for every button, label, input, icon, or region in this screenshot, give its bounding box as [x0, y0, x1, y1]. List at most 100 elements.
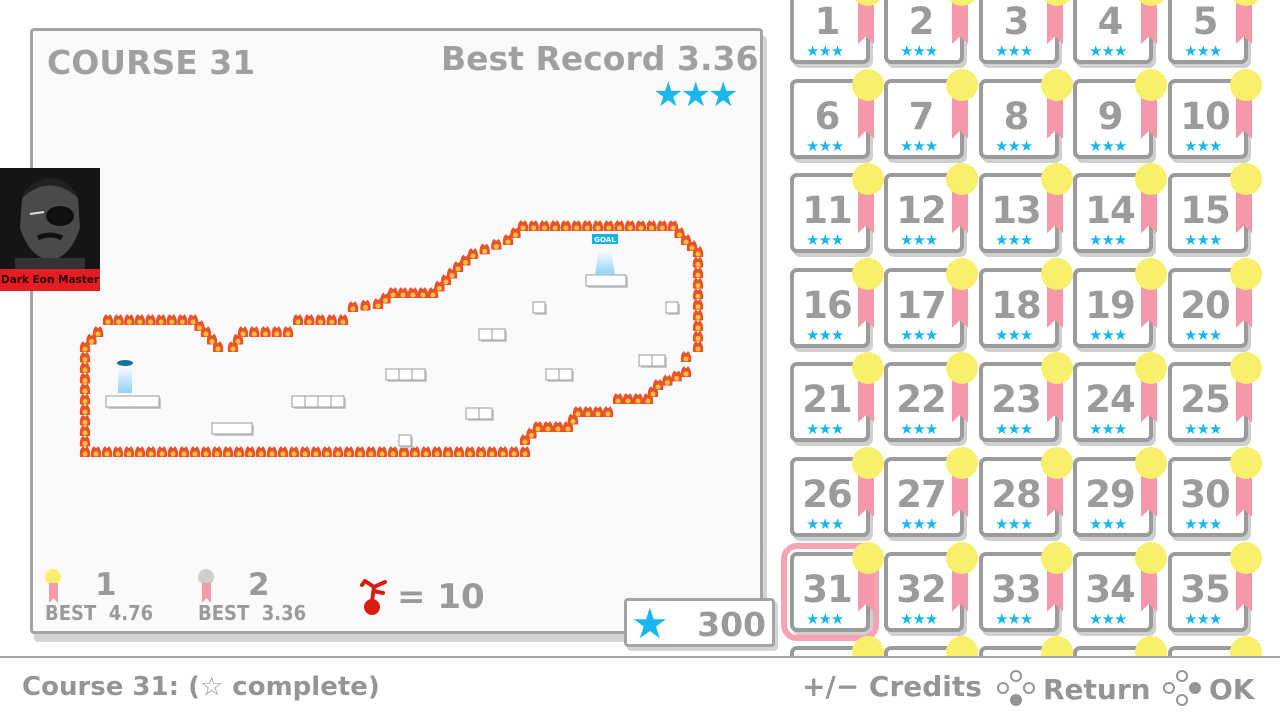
ribbon-icon: [952, 96, 968, 139]
goal-flag: [592, 234, 618, 244]
course-tile-34[interactable]: 34 ★★★: [1073, 541, 1167, 632]
block: [211, 422, 253, 435]
course-tile-12[interactable]: 12 ★★★: [884, 163, 978, 254]
ribbon-icon: [1141, 2, 1157, 44]
course-tile-4[interactable]: 4 ★★★: [1073, 0, 1167, 64]
death-count: = 10: [359, 577, 485, 617]
course-tile-6[interactable]: 6 ★★★: [790, 68, 884, 159]
course-tile-16[interactable]: 16 ★★★: [790, 257, 884, 348]
gold-medal-icon: [852, 257, 884, 290]
gold-medal-icon: [1041, 163, 1073, 196]
best-record-value: 3.36: [677, 39, 759, 78]
fire-hazard: [692, 256, 704, 268]
course-tile-21[interactable]: 21 ★★★: [790, 352, 884, 443]
ribbon-icon: [952, 191, 968, 234]
course-tile-18[interactable]: 18 ★★★: [979, 257, 1073, 348]
course-tile-23[interactable]: 23 ★★★: [979, 352, 1073, 443]
controller-b-button-icon: [997, 670, 1037, 708]
gold-medal-icon: [1230, 541, 1262, 574]
course-tile-33[interactable]: 33 ★★★: [979, 541, 1073, 632]
course-tile-40[interactable]: 40★★★: [1168, 636, 1262, 657]
course-tile-15[interactable]: 15 ★★★: [1168, 163, 1262, 254]
course-tile-10[interactable]: 10 ★★★: [1168, 68, 1262, 159]
block: [411, 368, 426, 381]
course-tile-11[interactable]: 11 ★★★: [790, 163, 884, 254]
course-stars: ★★★: [1089, 325, 1127, 344]
course-number: 27: [896, 473, 947, 516]
credits-button[interactable]: +/− Credits: [802, 670, 982, 703]
course-stars: ★★★: [1184, 42, 1222, 60]
course-number: 33: [991, 567, 1042, 611]
course-tile-31[interactable]: 31 ★★★: [781, 541, 884, 641]
gold-medal-icon: [852, 68, 884, 101]
block: [665, 301, 679, 314]
course-tile-19[interactable]: 19 ★★★: [1073, 257, 1167, 348]
course-number: 4: [1097, 0, 1124, 43]
course-tile-1[interactable]: 1 ★★★: [790, 0, 884, 64]
course-stars: ★★★: [900, 136, 938, 155]
course-tile-32[interactable]: 32 ★★★: [884, 541, 978, 632]
block: [317, 395, 332, 408]
course-number: 3: [1003, 0, 1030, 43]
course-tile-38[interactable]: 38★★★: [979, 636, 1073, 657]
course-tile-39[interactable]: 39★★★: [1073, 636, 1167, 657]
course-tile-9[interactable]: 9 ★★★: [1073, 68, 1167, 159]
best-value: 4.76: [108, 601, 154, 625]
star-icon: ★: [631, 599, 669, 648]
gold-medal-icon: [852, 447, 884, 479]
course-tile-17[interactable]: 17 ★★★: [884, 257, 978, 348]
death-count-value: = 10: [397, 577, 485, 617]
course-tile-24[interactable]: 24 ★★★: [1073, 352, 1167, 443]
course-tile-2[interactable]: 2 ★★★: [884, 0, 978, 64]
course-tile-25[interactable]: 25 ★★★: [1168, 352, 1262, 443]
gold-medal-icon: [852, 163, 884, 196]
gold-medal-icon: [1135, 636, 1167, 657]
course-tile-13[interactable]: 13 ★★★: [979, 163, 1073, 254]
course-stars: ★★★: [900, 42, 938, 60]
block: [465, 407, 480, 420]
block: [398, 434, 412, 447]
course-tile-22[interactable]: 22 ★★★: [884, 352, 978, 443]
gold-medal-icon: [1230, 636, 1262, 657]
course-tile-14[interactable]: 14 ★★★: [1073, 163, 1167, 254]
course-stars: ★★★: [806, 231, 844, 250]
course-tile-27[interactable]: 27 ★★★: [884, 447, 978, 537]
gold-medal-icon: [1041, 541, 1073, 574]
course-stars: ★★★: [1089, 420, 1127, 439]
course-tile-35[interactable]: 35 ★★★: [1168, 541, 1262, 632]
course-stars: ★★★: [995, 136, 1033, 155]
ribbon-icon: [1047, 96, 1063, 139]
ribbon-icon: [952, 285, 968, 328]
course-number: 1: [814, 0, 841, 43]
gold-medal-icon: [1041, 68, 1073, 101]
course-tile-20[interactable]: 20 ★★★: [1168, 257, 1262, 348]
course-number: 9: [1097, 94, 1124, 138]
course-tile-7[interactable]: 7 ★★★: [884, 68, 978, 159]
course-stars: ★★★: [806, 420, 844, 439]
course-tile-36[interactable]: 36★★★: [790, 636, 884, 657]
course-tile-29[interactable]: 29 ★★★: [1073, 447, 1167, 537]
ok-button[interactable]: OK: [1163, 670, 1255, 708]
ribbon-icon: [1236, 475, 1252, 517]
course-tile-3[interactable]: 3 ★★★: [979, 0, 1073, 64]
block: [291, 395, 306, 408]
course-stars: ★★★: [1184, 609, 1222, 628]
course-tile-37[interactable]: 37★★★: [884, 636, 978, 657]
course-tile-5[interactable]: 5 ★★★: [1168, 0, 1262, 64]
course-tile-28[interactable]: 28 ★★★: [979, 447, 1073, 537]
course-tile-26[interactable]: 26 ★★★: [790, 447, 884, 537]
course-tile-8[interactable]: 8 ★★★: [979, 68, 1073, 159]
block: [304, 395, 319, 408]
block: [651, 354, 666, 367]
gold-medal-icon: [1135, 447, 1167, 479]
total-stars-counter: ★ 300: [624, 598, 775, 648]
ribbon-icon: [858, 475, 874, 517]
gold-medal-icon: [946, 257, 978, 290]
course-stars: ★★★: [1089, 231, 1127, 250]
course-info-panel: COURSE 31 Best Record 3.36 ★★★ GOAL 1 BE…: [30, 28, 763, 634]
course-number: 12: [896, 189, 947, 233]
course-number: 35: [1180, 567, 1231, 611]
return-button[interactable]: Return: [997, 670, 1151, 708]
course-tile-30[interactable]: 30 ★★★: [1168, 447, 1262, 537]
course-stars: ★★★: [995, 515, 1033, 533]
